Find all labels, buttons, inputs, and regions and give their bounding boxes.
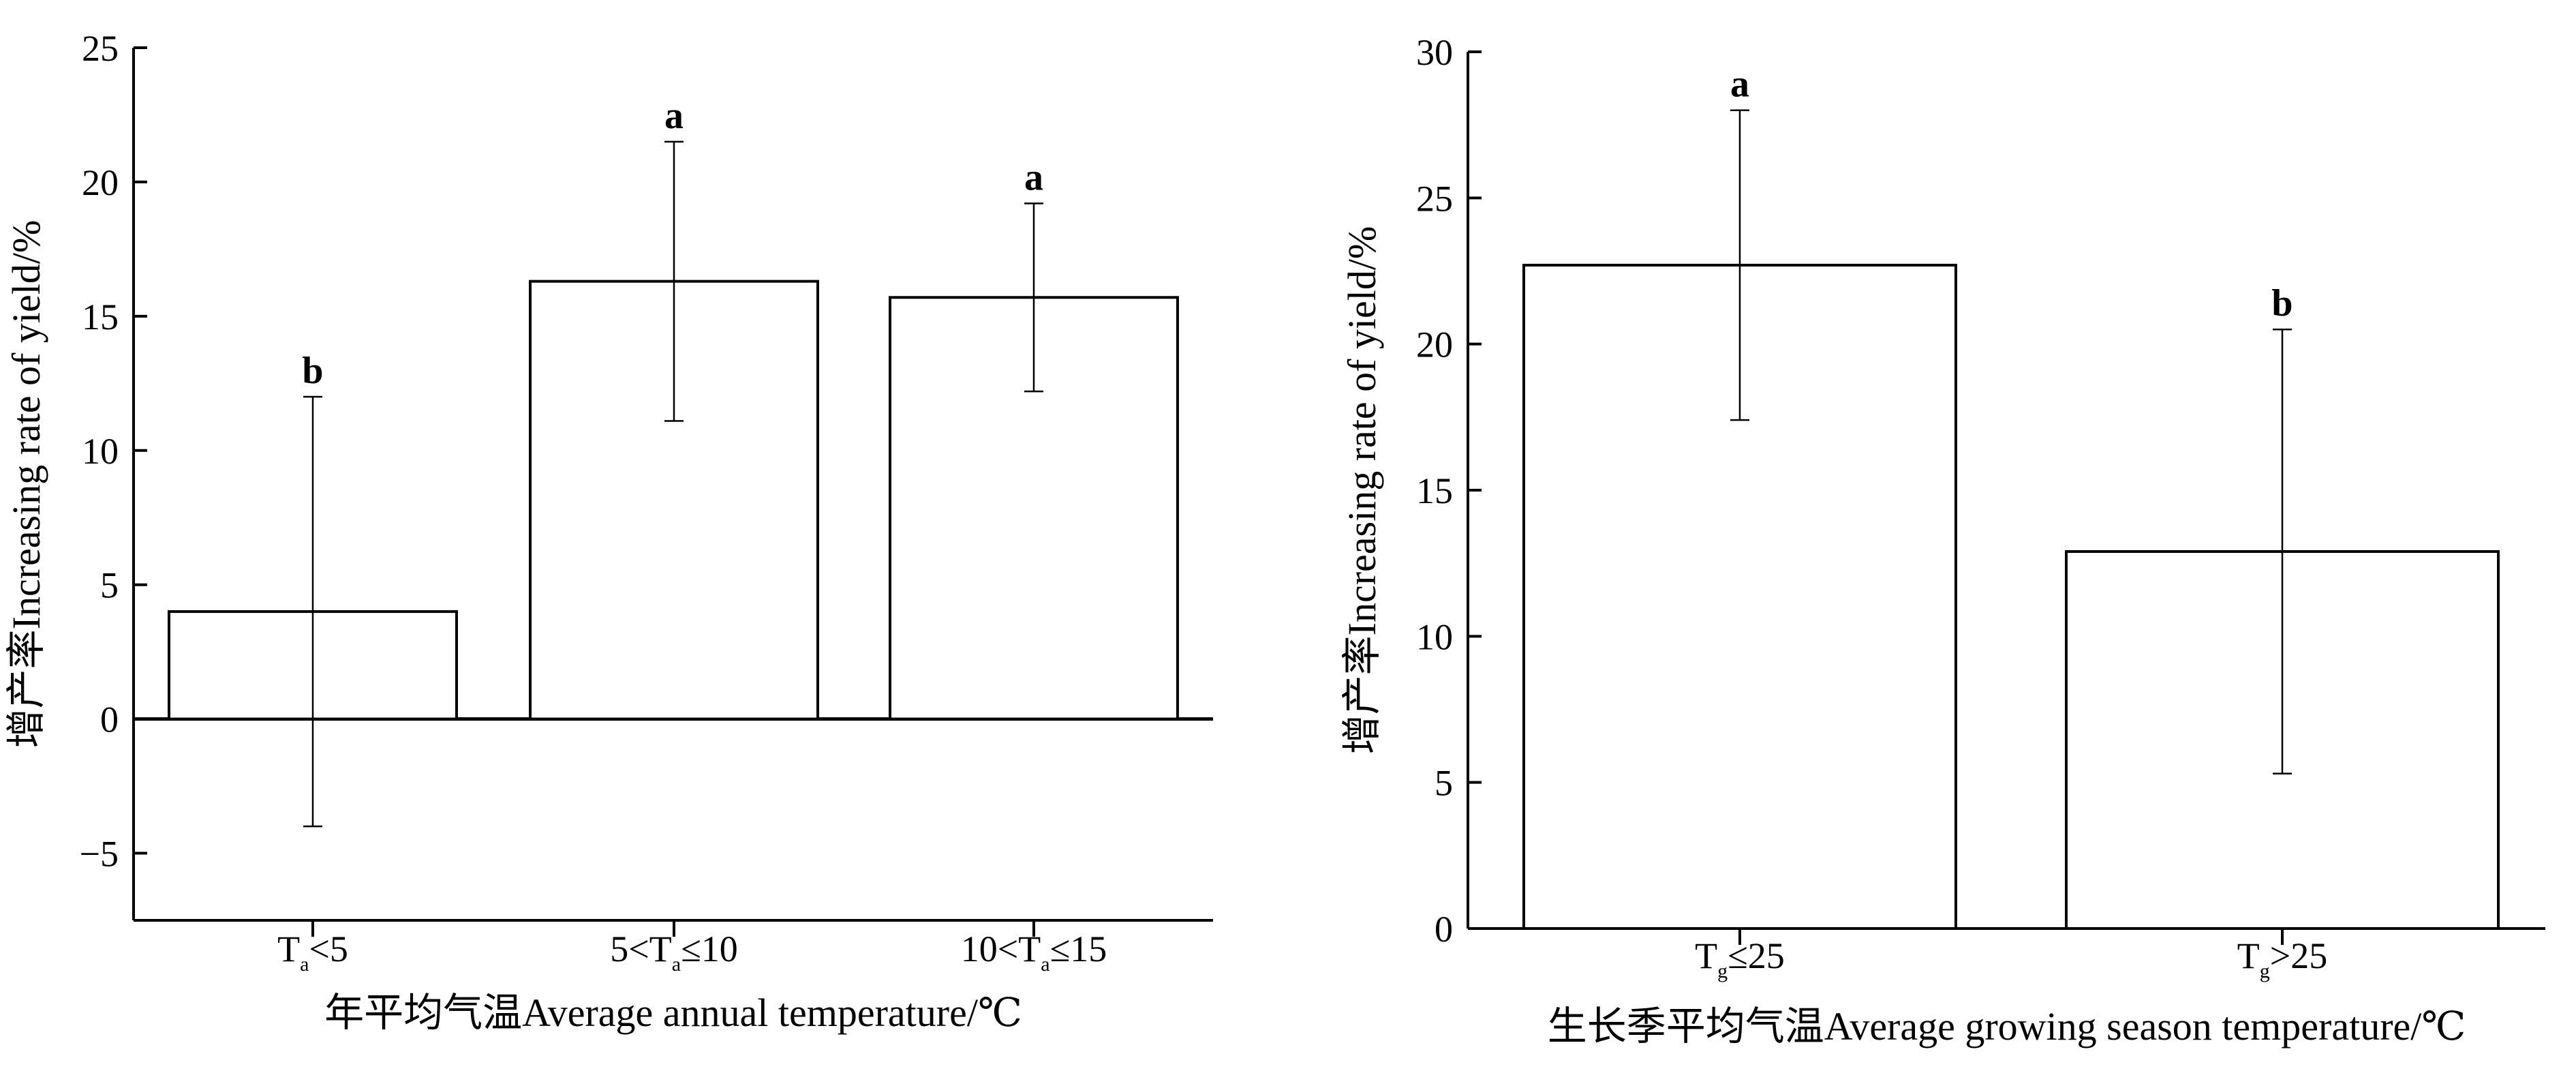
y-tick-label: 10 bbox=[82, 431, 119, 472]
x-tick-label-subscript: a bbox=[300, 953, 309, 976]
significance-label: a bbox=[1730, 63, 1749, 106]
y-tick-label: 20 bbox=[1416, 325, 1453, 365]
x-tick-label-rest: >25 bbox=[2270, 935, 2327, 976]
y-tick-label: 15 bbox=[1416, 470, 1453, 511]
x-tick-label: Tg>25 bbox=[2237, 935, 2327, 982]
x-tick-label-main: 10<T bbox=[961, 929, 1041, 969]
x-tick-label-subscript: g bbox=[2260, 960, 2270, 982]
y-tick-label: 25 bbox=[82, 28, 119, 69]
x-tick-label-rest: ≤25 bbox=[1728, 935, 1785, 976]
x-tick-label: 5<Ta≤10 bbox=[610, 929, 737, 976]
x-tick-label-rest: ≤10 bbox=[681, 929, 738, 969]
y-tick-label: −5 bbox=[80, 834, 119, 875]
y-tick-label: 0 bbox=[1435, 909, 1453, 950]
x-tick-label-rest: <5 bbox=[309, 929, 348, 969]
significance-label: b bbox=[2271, 282, 2293, 325]
x-tick-label-main: 5<T bbox=[610, 929, 671, 969]
y-tick-label: 0 bbox=[100, 699, 119, 740]
y-tick-label: 5 bbox=[1435, 763, 1453, 804]
x-tick-label: Tg≤25 bbox=[1695, 935, 1785, 982]
significance-label: b bbox=[302, 350, 323, 392]
x-tick-label-main: T bbox=[277, 929, 300, 969]
x-tick-label-subscript: a bbox=[672, 953, 681, 976]
y-tick-label: 30 bbox=[1416, 32, 1453, 73]
y-tick-label: 15 bbox=[82, 297, 119, 337]
y-axis-title: 增产率Increasing rate of yield/% bbox=[4, 220, 48, 749]
x-axis-title: 年平均气温Average annual temperature/℃ bbox=[324, 991, 1022, 1035]
y-tick-label: 20 bbox=[82, 162, 119, 203]
x-tick-label-subscript: g bbox=[1717, 960, 1728, 982]
significance-label: a bbox=[664, 95, 684, 137]
x-tick-label-rest: ≤15 bbox=[1050, 929, 1107, 969]
significance-label: a bbox=[1024, 156, 1043, 198]
y-axis-title: 增产率Increasing rate of yield/% bbox=[1340, 226, 1384, 755]
x-axis-title: 生长季平均气温Average growing season temperatur… bbox=[1548, 1004, 2466, 1049]
chart-1: −50510152025bTa<5a5<Ta≤10a10<Ta≤15年平均气温A… bbox=[4, 28, 1213, 1035]
x-tick-label-subscript: a bbox=[1041, 953, 1049, 976]
y-tick-label: 25 bbox=[1416, 178, 1453, 219]
y-tick-label: 10 bbox=[1416, 616, 1453, 657]
x-tick-label: Ta<5 bbox=[277, 929, 348, 976]
x-tick-label: 10<Ta≤15 bbox=[961, 929, 1107, 976]
x-tick-label-main: T bbox=[1695, 935, 1717, 976]
x-tick-label-main: T bbox=[2237, 935, 2260, 976]
y-tick-label: 5 bbox=[100, 565, 119, 606]
